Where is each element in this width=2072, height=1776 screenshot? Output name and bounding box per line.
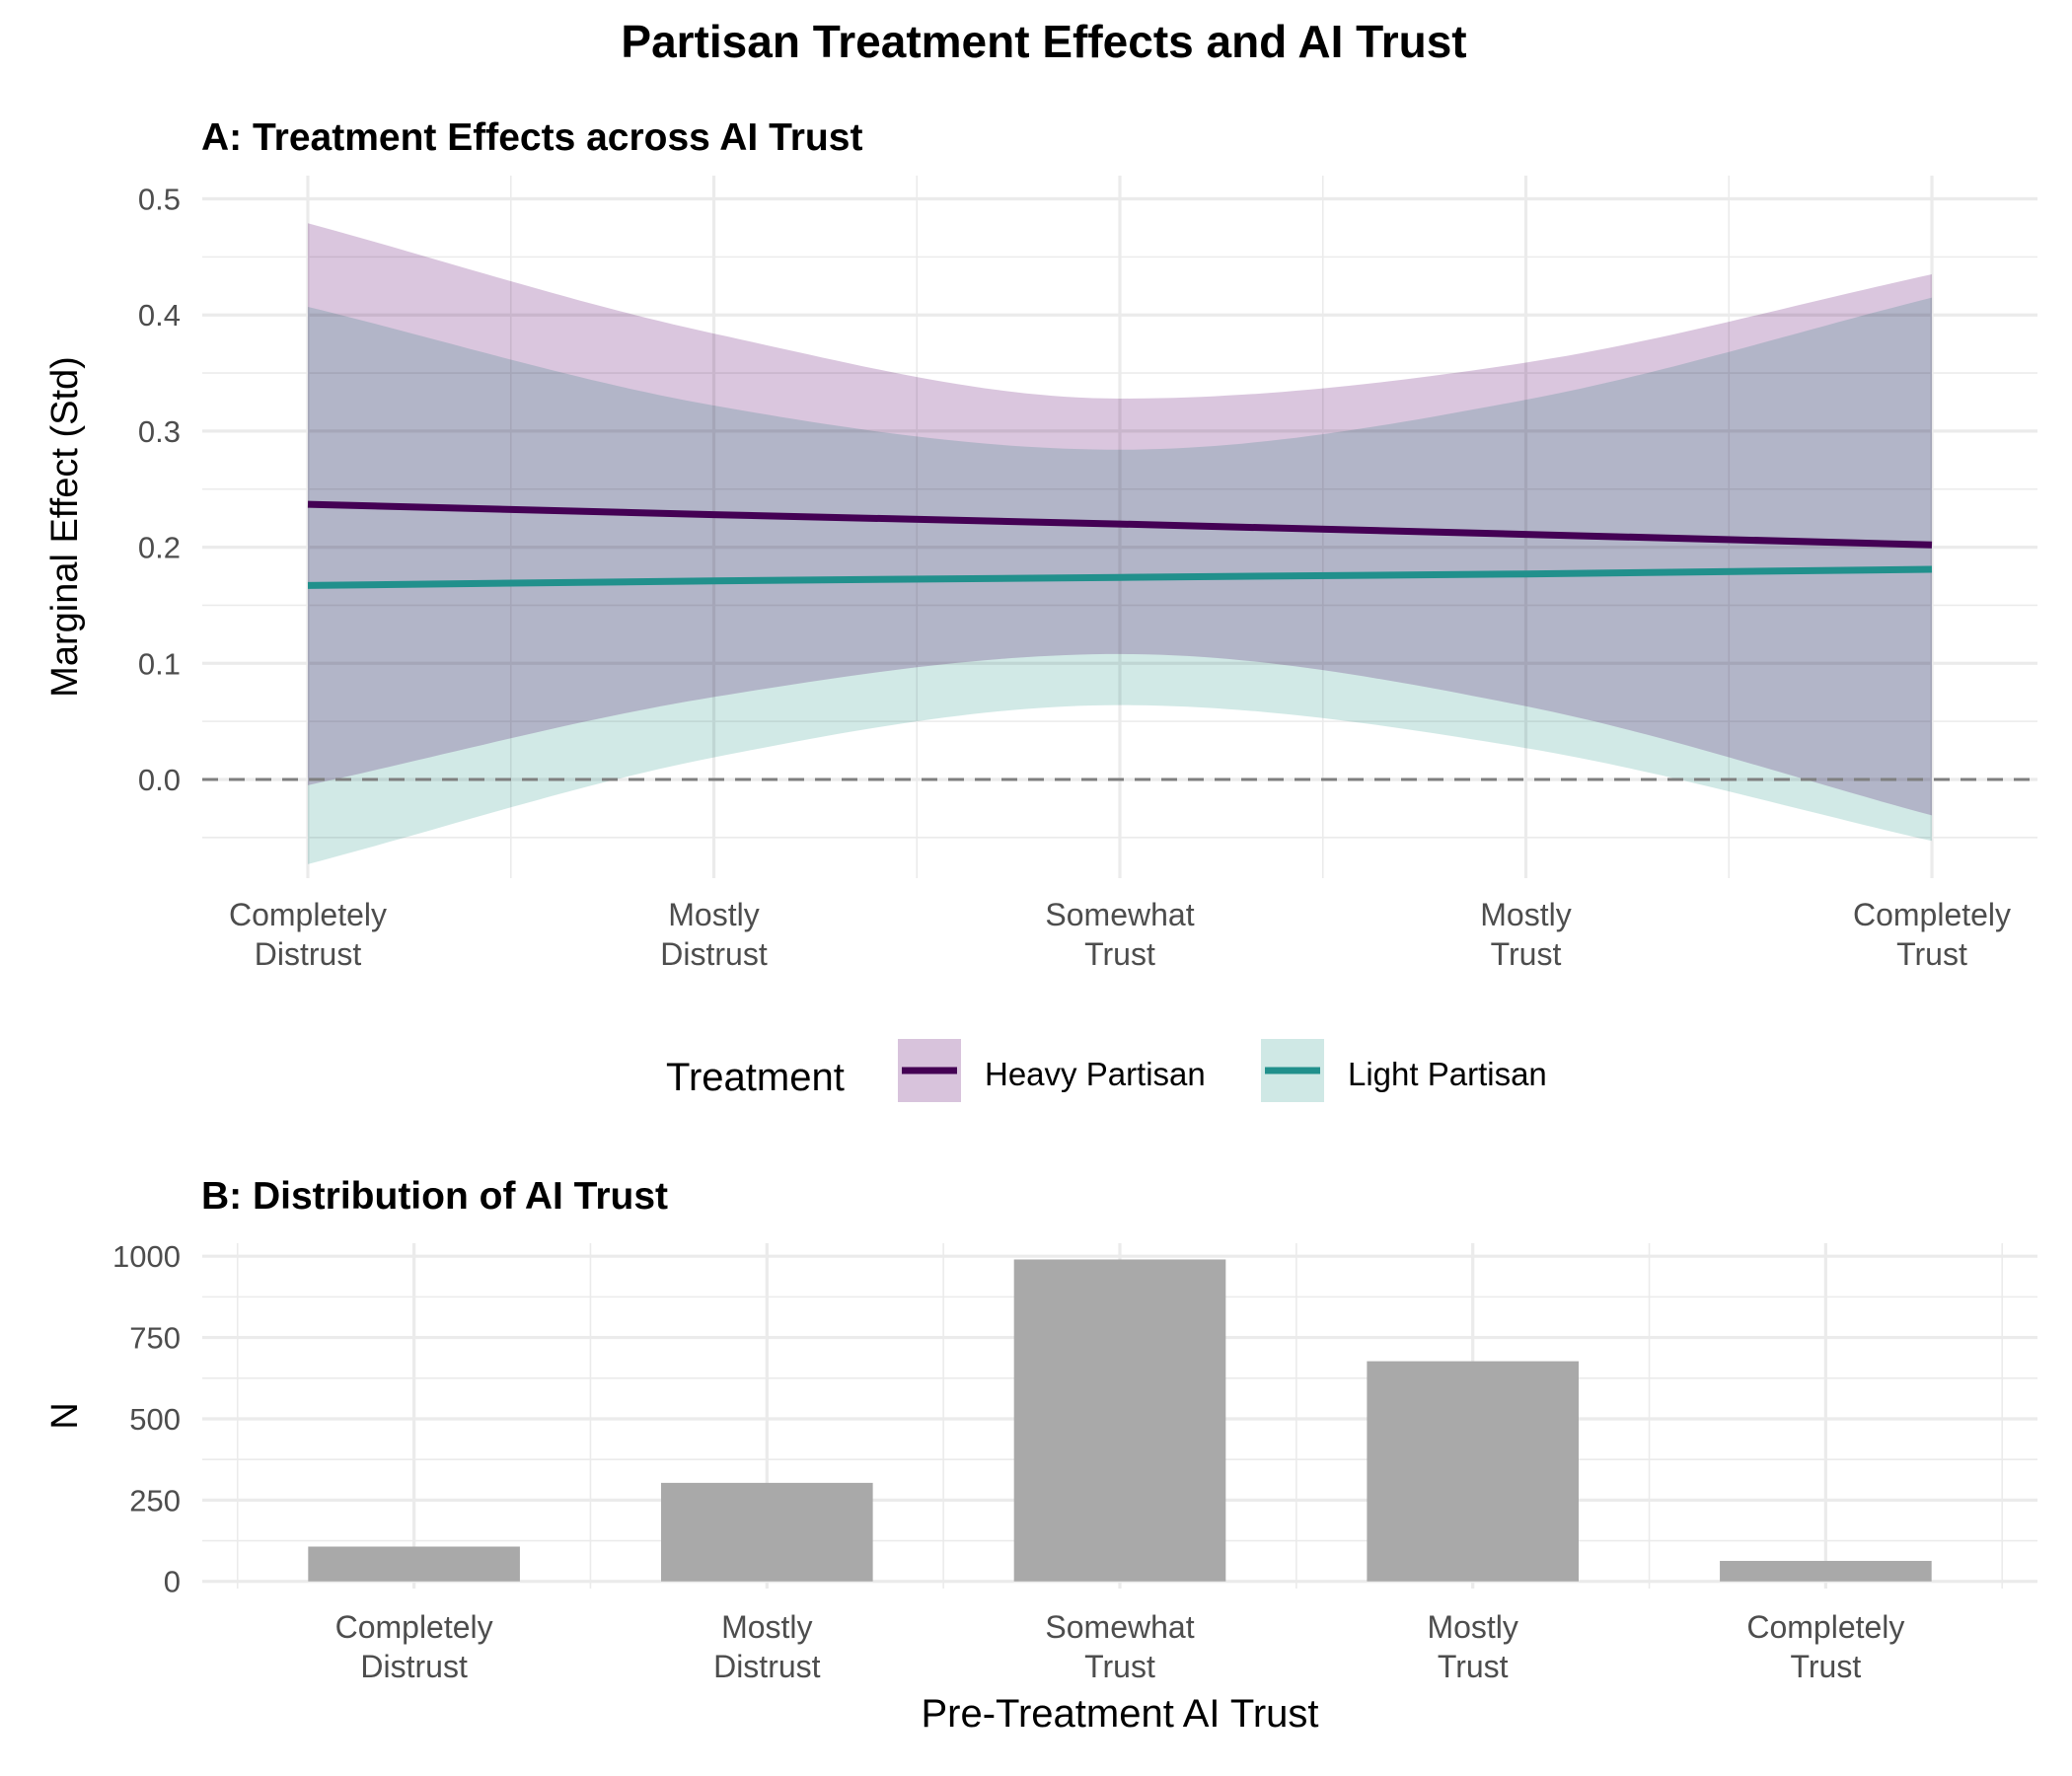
x-tick-label-line: Distrust: [713, 1649, 821, 1684]
bar-completely-trust: [1720, 1560, 1932, 1582]
x-tick-label: Mostly Distrust: [660, 897, 768, 972]
y-tick-label: 500: [129, 1402, 181, 1437]
y-tick-label: 0.5: [138, 183, 181, 217]
panel-b-title: B: Distribution of AI Trust: [201, 1175, 668, 1218]
legend-title: Treatment: [666, 1056, 845, 1099]
y-tick-label: 0.0: [138, 763, 181, 797]
panel-a-y-axis-label: Marginal Effect (Std): [44, 356, 86, 698]
x-tick-label-line: Completely: [335, 1609, 493, 1645]
x-tick-label-line: Distrust: [255, 936, 362, 972]
x-tick-label: Somewhat Trust: [1045, 897, 1194, 972]
bar-mostly-trust: [1367, 1361, 1579, 1582]
panel-b-x-tick-labels: Completely Distrust Mostly Distrust Somewhat…: [335, 1609, 1905, 1684]
x-tick-label: Mostly Distrust: [713, 1609, 821, 1684]
y-tick-label: 750: [129, 1321, 181, 1356]
ci-ribbon-light-partisan: [308, 297, 1932, 864]
x-tick-label-line: Completely: [1853, 897, 2011, 932]
panel-a-y-tick-labels: 0.0 0.1 0.2 0.3 0.4 0.5: [138, 183, 181, 797]
panel-a-title: A: Treatment Effects across AI Trust: [201, 116, 862, 159]
panel-a-series-lines: [307, 500, 1933, 589]
x-tick-label-line: Distrust: [660, 936, 768, 972]
panel-a-ribbons: [308, 223, 1932, 864]
y-tick-label: 0.1: [138, 646, 181, 681]
x-tick-label: Completely Trust: [1853, 897, 2011, 972]
y-tick-label: 1000: [112, 1239, 181, 1274]
bar-mostly-distrust: [661, 1482, 873, 1582]
panel-b-bars: [308, 1259, 1932, 1582]
panel-a-x-tick-labels: Completely Distrust Mostly Distrust Somewhat…: [229, 897, 2011, 972]
legend-label-light: Light Partisan: [1348, 1056, 1547, 1092]
x-tick-label-line: Completely: [229, 897, 387, 932]
x-tick-label-line: Trust: [1491, 936, 1562, 972]
y-tick-label: 0.3: [138, 414, 181, 449]
x-tick-label-line: Somewhat: [1045, 1609, 1194, 1645]
x-tick-label: Completely Distrust: [335, 1609, 493, 1684]
x-tick-label-line: Trust: [1084, 936, 1155, 972]
x-tick-label: Completely Trust: [1746, 1609, 1904, 1684]
x-tick-label-line: Trust: [1896, 936, 1967, 972]
x-tick-label-line: Trust: [1438, 1649, 1509, 1684]
x-tick-label-line: Somewhat: [1045, 897, 1194, 932]
x-tick-label: Somewhat Trust: [1045, 1609, 1194, 1684]
legend-label-heavy: Heavy Partisan: [985, 1056, 1206, 1092]
x-tick-label-line: Mostly: [721, 1609, 812, 1645]
panel-b-y-axis-label: N: [44, 1402, 86, 1429]
x-tick-label-line: Mostly: [668, 897, 759, 932]
series-line-light-partisan: [307, 565, 1933, 589]
y-tick-label: 250: [129, 1483, 181, 1517]
bar-somewhat-trust: [1013, 1259, 1226, 1582]
panel-b-x-axis-label: Pre-Treatment AI Trust: [921, 1692, 1318, 1736]
bar-completely-distrust: [308, 1546, 520, 1582]
x-tick-label-line: Distrust: [360, 1649, 468, 1684]
legend: Treatment Heavy Partisan Light Partisan: [666, 1039, 1547, 1102]
series-line-heavy-partisan: [307, 500, 1933, 549]
figure-title: Partisan Treatment Effects and AI Trust: [621, 16, 1466, 67]
panel-b: B: Distribution of AI Trust 0 250 500 750 10…: [44, 1175, 2037, 1736]
x-tick-label-line: Completely: [1746, 1609, 1904, 1645]
panel-b-y-tick-labels: 0 250 500 750 1000: [112, 1239, 181, 1599]
y-tick-label: 0.2: [138, 531, 181, 565]
y-tick-label: 0.4: [138, 298, 181, 333]
x-tick-label: Mostly Trust: [1480, 897, 1571, 972]
x-tick-label-line: Trust: [1084, 1649, 1155, 1684]
y-tick-label: 0: [164, 1565, 181, 1599]
x-tick-label: Mostly Trust: [1427, 1609, 1517, 1684]
x-tick-label: Completely Distrust: [229, 897, 387, 972]
x-tick-label-line: Trust: [1791, 1649, 1862, 1684]
panel-a: A: Treatment Effects across AI Trust 0.0…: [44, 116, 2037, 972]
x-tick-label-line: Mostly: [1480, 897, 1571, 932]
x-tick-label-line: Mostly: [1427, 1609, 1517, 1645]
